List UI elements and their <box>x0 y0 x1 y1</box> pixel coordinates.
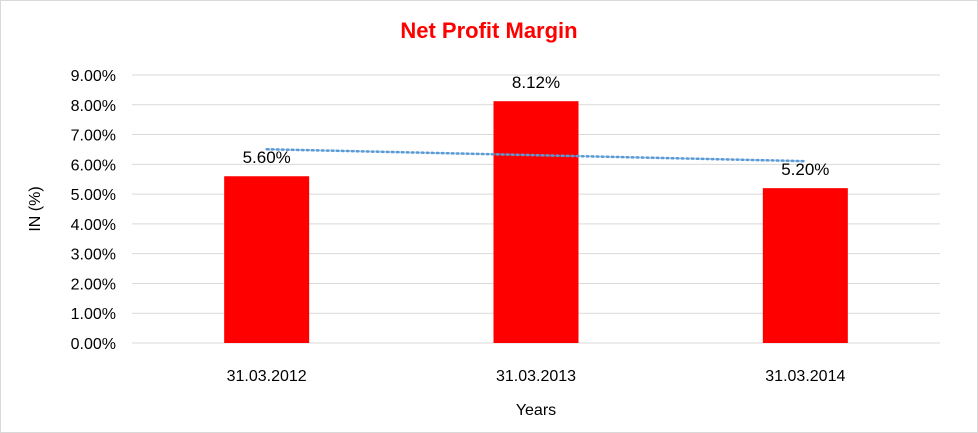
y-axis-label: IN (%) <box>27 186 44 231</box>
data-label: 5.20% <box>781 160 829 179</box>
y-tick-label: 1.00% <box>71 306 116 323</box>
x-tick-label: 31.03.2014 <box>765 368 845 385</box>
chart-title: Net Profit Margin <box>400 18 577 43</box>
bar-31.03.2013 <box>493 101 579 344</box>
bar-31.03.2014 <box>762 188 848 343</box>
y-tick-label: 7.00% <box>71 128 116 145</box>
data-label: 5.60% <box>243 148 291 167</box>
y-tick-label: 6.00% <box>71 157 116 174</box>
data-label: 8.12% <box>512 73 560 92</box>
trendline <box>265 147 807 163</box>
y-tick-label: 0.00% <box>71 336 116 353</box>
x-tick-label: 31.03.2013 <box>496 368 576 385</box>
trendline-group <box>265 147 807 163</box>
y-tick-label: 5.00% <box>71 187 116 204</box>
x-axis-label: Years <box>516 402 556 419</box>
bar-31.03.2012 <box>224 176 310 343</box>
y-axis-ticks: 0.00% 1.00% 2.00% 3.00% 4.00% 5.00% 6.00% 7.00%… <box>71 68 116 353</box>
x-tick-label: 31.03.2012 <box>227 368 307 385</box>
data-labels: 5.60% 8.12% 5.20% <box>243 73 830 179</box>
y-tick-label: 3.00% <box>71 247 116 264</box>
y-tick-label: 9.00% <box>71 68 116 85</box>
y-tick-label: 2.00% <box>71 276 116 293</box>
y-tick-label: 4.00% <box>71 217 116 234</box>
y-tick-label: 8.00% <box>71 98 116 115</box>
x-axis-ticks: 31.03.2012 31.03.2013 31.03.2014 <box>227 368 846 385</box>
bars <box>224 101 848 344</box>
